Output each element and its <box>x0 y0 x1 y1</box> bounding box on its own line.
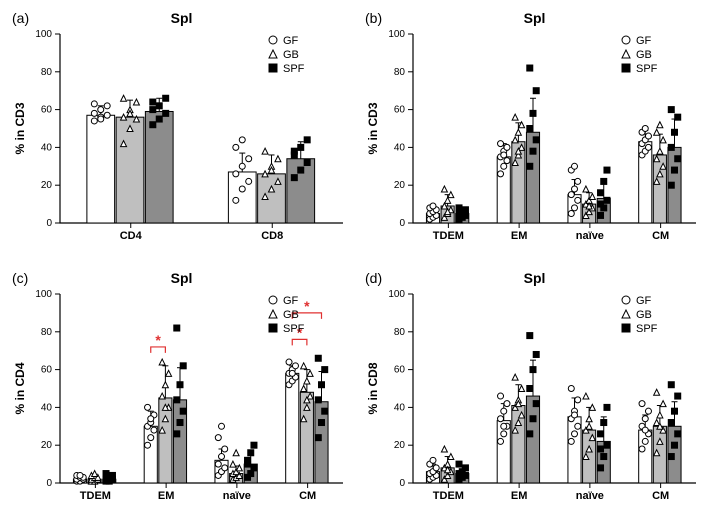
svg-text:60: 60 <box>41 105 53 116</box>
panel-c-label: (c) <box>12 270 28 286</box>
panel-a: (a) Spl 0 20 40 60 80 100 % in CD3 CD4 CD8 GF GB SP… <box>10 10 353 260</box>
svg-text:40: 40 <box>394 402 406 413</box>
svg-text:GB: GB <box>636 309 652 321</box>
svg-text:GB: GB <box>636 49 652 61</box>
panel-b-title: Spl <box>524 10 546 26</box>
svg-text:GB: GB <box>283 49 299 61</box>
svg-text:GF: GF <box>283 35 299 47</box>
svg-text:EM: EM <box>511 490 528 502</box>
svg-text:20: 20 <box>41 440 53 451</box>
svg-text:80: 80 <box>41 327 53 338</box>
svg-text:100: 100 <box>35 29 52 40</box>
svg-text:100: 100 <box>388 289 405 300</box>
svg-text:SPF: SPF <box>636 63 658 75</box>
svg-text:SPF: SPF <box>283 63 305 75</box>
svg-text:naïve: naïve <box>223 490 251 502</box>
svg-text:80: 80 <box>394 67 406 78</box>
svg-text:% in CD3: % in CD3 <box>13 102 27 154</box>
svg-text:60: 60 <box>394 365 406 376</box>
svg-text:0: 0 <box>399 478 405 489</box>
panel-a-label: (a) <box>12 10 29 26</box>
panel-d-title: Spl <box>524 270 546 286</box>
panel-b: (b) Spl 0 20 40 60 80 100 % in CD3 TDEM EM naïve C… <box>363 10 706 260</box>
svg-text:CD8: CD8 <box>261 230 283 242</box>
svg-text:0: 0 <box>46 218 52 229</box>
svg-text:SPF: SPF <box>283 323 305 335</box>
svg-text:20: 20 <box>394 440 406 451</box>
svg-text:60: 60 <box>41 365 53 376</box>
svg-text:*: * <box>155 332 161 348</box>
svg-text:*: * <box>304 298 310 314</box>
svg-text:0: 0 <box>46 478 52 489</box>
svg-text:TDEM: TDEM <box>80 490 111 502</box>
chart-grid: (a) Spl 0 20 40 60 80 100 % in CD3 CD4 CD8 GF GB SP… <box>10 10 706 520</box>
svg-text:SPF: SPF <box>636 323 658 335</box>
panel-b-label: (b) <box>365 10 382 26</box>
svg-text:GF: GF <box>636 35 652 47</box>
svg-text:EM: EM <box>158 490 175 502</box>
svg-text:40: 40 <box>41 402 53 413</box>
svg-text:80: 80 <box>41 67 53 78</box>
panel-d: (d) Spl 0 20 40 60 80 100 % in CD8 TDEM EM naïve C… <box>363 270 706 520</box>
panel-c-title: Spl <box>171 270 193 286</box>
svg-text:20: 20 <box>41 180 53 191</box>
svg-text:GB: GB <box>283 309 299 321</box>
svg-text:naïve: naïve <box>576 230 604 242</box>
svg-text:100: 100 <box>35 289 52 300</box>
svg-text:CM: CM <box>299 490 316 502</box>
panel-c: (c) Spl 0 20 40 60 80 100 % in CD4 TDEM EM naïve C… <box>10 270 353 520</box>
svg-text:TDEM: TDEM <box>433 490 464 502</box>
svg-text:% in CD3: % in CD3 <box>366 102 380 154</box>
svg-text:CD4: CD4 <box>120 230 143 242</box>
svg-text:% in CD8: % in CD8 <box>366 362 380 414</box>
svg-text:40: 40 <box>394 142 406 153</box>
svg-text:% in CD4: % in CD4 <box>13 362 27 414</box>
panel-a-title: Spl <box>171 10 193 26</box>
svg-text:EM: EM <box>511 230 528 242</box>
svg-text:20: 20 <box>394 180 406 191</box>
svg-text:80: 80 <box>394 327 406 338</box>
panel-d-label: (d) <box>365 270 382 286</box>
svg-text:0: 0 <box>399 218 405 229</box>
svg-text:GF: GF <box>283 295 299 307</box>
svg-text:GF: GF <box>636 295 652 307</box>
svg-text:naïve: naïve <box>576 490 604 502</box>
svg-text:CM: CM <box>652 490 669 502</box>
svg-text:60: 60 <box>394 105 406 116</box>
svg-text:40: 40 <box>41 142 53 153</box>
svg-text:CM: CM <box>652 230 669 242</box>
svg-text:TDEM: TDEM <box>433 230 464 242</box>
svg-text:100: 100 <box>388 29 405 40</box>
